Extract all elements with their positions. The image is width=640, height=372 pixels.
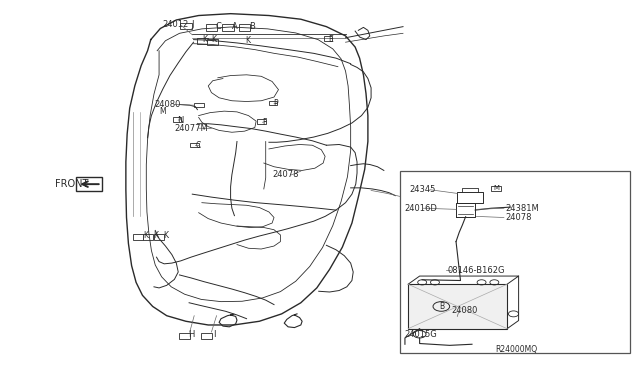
Text: 24077M: 24077M (174, 124, 208, 133)
Text: I: I (212, 330, 215, 339)
Text: 24016D: 24016D (404, 204, 437, 213)
Text: C: C (195, 141, 201, 150)
Bar (194, 103, 204, 108)
Text: 24015G: 24015G (404, 330, 437, 339)
Bar (257, 119, 266, 124)
Bar (180, 23, 191, 29)
Text: N: N (177, 116, 183, 125)
Text: M: M (493, 185, 499, 191)
Bar (400, 171, 630, 353)
Text: 24078: 24078 (272, 170, 299, 179)
Text: 08146-B162G: 08146-B162G (448, 266, 505, 275)
Text: 24078: 24078 (505, 213, 532, 222)
Bar (491, 186, 501, 191)
Bar (143, 234, 154, 240)
Text: 24080: 24080 (452, 306, 478, 315)
Text: K: K (164, 231, 168, 240)
Bar (76, 177, 102, 191)
Bar (173, 118, 181, 122)
Text: M: M (159, 108, 166, 116)
Bar (239, 25, 250, 31)
Text: P: P (274, 99, 278, 108)
Text: B: B (249, 22, 255, 31)
Text: 24345: 24345 (410, 185, 436, 194)
Text: K: K (143, 231, 148, 240)
Text: K: K (211, 35, 216, 44)
Text: E: E (328, 35, 333, 44)
Text: K: K (245, 36, 250, 45)
Text: FRONT: FRONT (55, 179, 88, 189)
Text: B: B (439, 302, 444, 311)
Text: 24012: 24012 (163, 20, 189, 29)
Text: J: J (191, 20, 194, 29)
Text: 24080: 24080 (154, 100, 180, 109)
Bar (222, 25, 234, 31)
Text: K: K (154, 231, 158, 240)
Bar (269, 101, 277, 105)
Bar (207, 39, 218, 45)
Text: C: C (216, 22, 221, 31)
Text: 24381M: 24381M (505, 204, 539, 213)
Bar (179, 333, 190, 339)
Bar (154, 234, 164, 240)
Bar (200, 333, 212, 339)
Bar (196, 38, 208, 44)
Bar (324, 36, 332, 41)
Text: A: A (232, 22, 238, 31)
Text: R24000MQ: R24000MQ (495, 345, 538, 354)
Bar (133, 234, 143, 240)
Bar (408, 284, 507, 329)
Text: F: F (262, 118, 267, 127)
Bar (190, 142, 198, 147)
Text: H: H (188, 330, 195, 339)
Text: K: K (202, 35, 207, 44)
Bar (205, 25, 217, 31)
